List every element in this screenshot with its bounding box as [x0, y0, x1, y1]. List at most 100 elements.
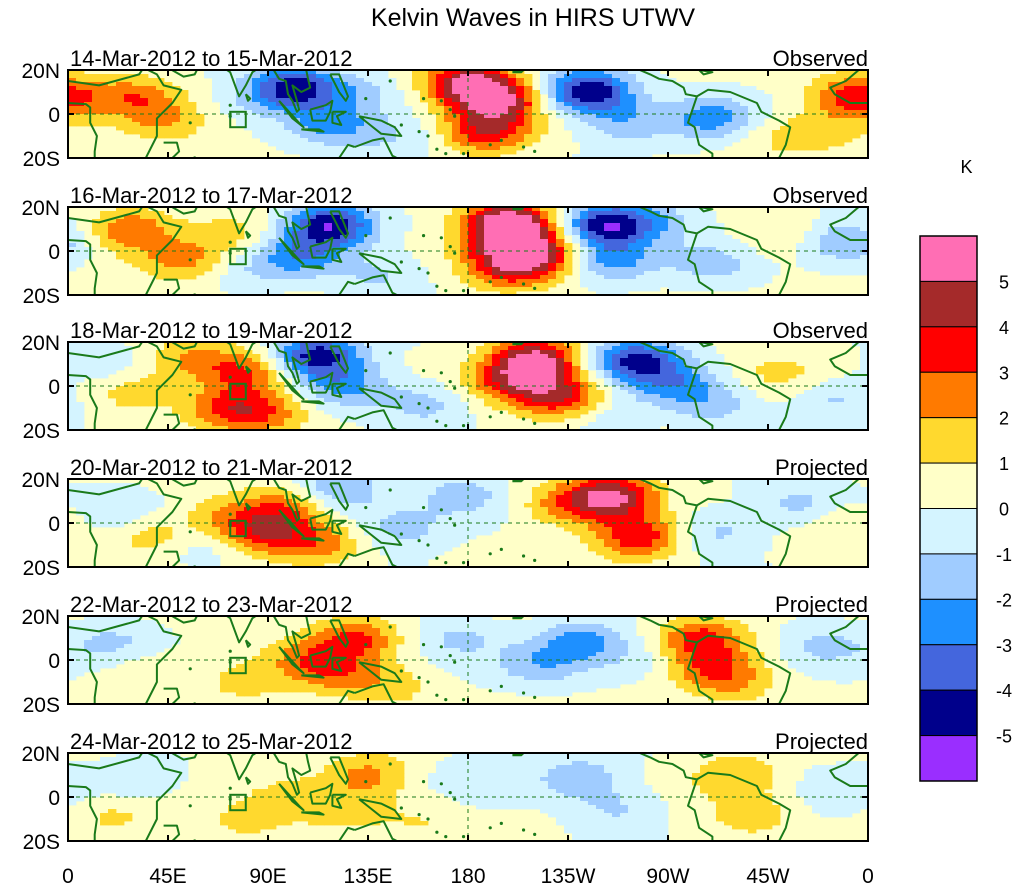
coastline-2: [163, 278, 181, 295]
colorbar: K 5 4 3 2 1 0 -1 -2 -3 -4 -5: [919, 157, 1012, 782]
x-tick-label: 90E: [249, 865, 286, 887]
colorbar-swatch: [919, 235, 978, 282]
coastline-13: [354, 820, 398, 841]
island-5: [461, 289, 466, 293]
coastline-11: [329, 73, 349, 102]
coastline-15: [512, 342, 525, 346]
island-14: [499, 275, 503, 279]
coastline-2: [163, 550, 181, 567]
island-3: [435, 147, 439, 151]
coastline-11: [329, 482, 349, 511]
island-19: [364, 506, 368, 510]
coastline-1: [68, 616, 183, 704]
coastlines: [68, 479, 868, 567]
coastline-9: [309, 782, 334, 805]
island-8: [533, 832, 537, 837]
island-7: [521, 828, 526, 832]
coastline-2: [163, 687, 181, 704]
coastline-20: [829, 207, 868, 241]
coastline-12: [358, 524, 403, 546]
coastline-12: [358, 661, 403, 683]
island-19: [364, 97, 368, 101]
island-14: [499, 821, 503, 826]
island-4: [444, 561, 448, 565]
colorbar-label: 2: [999, 409, 1009, 429]
x-tick-label: 45W: [746, 865, 789, 887]
coastline-12: [358, 115, 403, 137]
panel-type-label: Observed: [773, 183, 868, 208]
coastline-9: [309, 645, 334, 668]
island-1: [417, 539, 421, 543]
coastline-18: [687, 96, 714, 158]
island-10: [453, 797, 457, 801]
coastline-0: [68, 374, 98, 430]
coastline-1: [68, 342, 183, 430]
x-tick-label: 135E: [343, 865, 392, 887]
island-4: [444, 698, 448, 702]
coastline-9: [309, 99, 334, 122]
island-13: [439, 99, 443, 103]
island-10: [453, 386, 457, 390]
island-5: [461, 561, 466, 565]
coastline-14: [338, 552, 356, 567]
coastline-11: [329, 756, 349, 785]
island-17: [188, 667, 192, 671]
island-1: [417, 813, 421, 817]
colorbar-label: -4: [996, 681, 1012, 701]
coastlines: [68, 70, 868, 158]
coastlines: [68, 616, 868, 704]
coastline-1: [68, 207, 183, 295]
y-tick-label: 20S: [23, 285, 60, 308]
y-tick-label: 20N: [21, 332, 60, 355]
colorbar-swatch: [919, 598, 978, 646]
coastline-0: [68, 785, 98, 841]
island-12: [421, 643, 426, 647]
coastline-10: [331, 793, 347, 809]
island-5: [461, 424, 466, 428]
colorbar-label: 3: [999, 363, 1009, 383]
colorbar-label: 0: [999, 500, 1009, 520]
island-14: [499, 684, 503, 689]
coastline-17: [696, 225, 792, 295]
coastline-14: [338, 689, 356, 704]
coastline-8: [301, 537, 325, 542]
island-8: [533, 558, 537, 563]
island-8: [533, 149, 537, 153]
colorbar-swatch: [919, 326, 978, 373]
island-0: [399, 532, 403, 536]
island-19: [364, 234, 368, 238]
y-tick-label: 0: [48, 376, 60, 399]
coastline-13: [354, 409, 398, 430]
y-tick-label: 0: [48, 104, 60, 127]
coastline-5: [244, 365, 252, 374]
coastline-3: [169, 479, 199, 487]
island-6: [488, 552, 492, 556]
x-tick-label: 45E: [149, 865, 186, 887]
coastline-5: [244, 502, 252, 511]
island-7: [521, 691, 526, 695]
panel-type-label: Projected: [775, 455, 868, 480]
island-17: [188, 530, 192, 534]
colorbar-swatch: [919, 735, 978, 782]
coastline-14: [338, 415, 356, 430]
y-tick-label: 0: [48, 513, 60, 536]
coastline-2: [163, 413, 181, 430]
coastline-3: [169, 616, 199, 624]
colorbar-unit: K: [960, 157, 972, 177]
y-tick-label: 20N: [21, 743, 60, 766]
coastline-0: [68, 102, 98, 158]
island-6: [488, 689, 492, 693]
island-4: [444, 424, 448, 428]
coastline-12: [358, 798, 403, 820]
y-tick-label: 20N: [21, 197, 60, 220]
panel-date-range: 18-Mar-2012 to 19-Mar-2012: [70, 318, 352, 343]
x-tick-label: 180: [450, 865, 485, 887]
anomaly-field: [68, 753, 868, 841]
coastline-5: [244, 93, 252, 102]
coastline-10: [331, 382, 347, 398]
island-5: [461, 835, 466, 839]
island-19: [364, 369, 368, 373]
island-2: [426, 817, 430, 821]
colorbar-swatch: [919, 371, 978, 419]
